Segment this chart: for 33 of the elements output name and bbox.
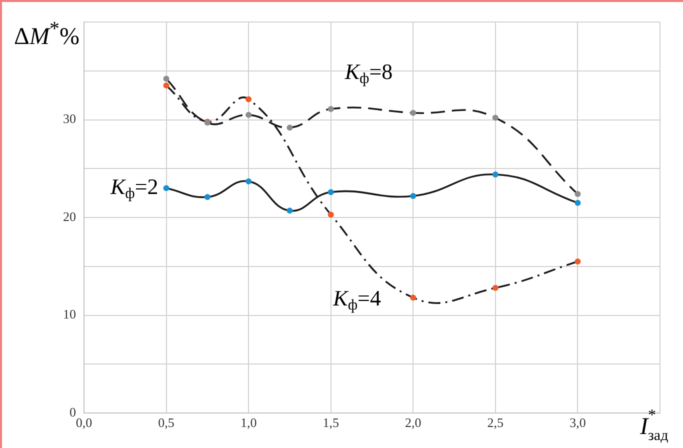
point bbox=[574, 191, 581, 198]
point bbox=[246, 112, 252, 118]
x-tick-label: 2,0 bbox=[405, 415, 422, 430]
point bbox=[328, 106, 334, 112]
point bbox=[328, 189, 334, 196]
point bbox=[574, 258, 581, 264]
point bbox=[286, 208, 293, 214]
point bbox=[492, 114, 498, 121]
point bbox=[410, 294, 416, 301]
point bbox=[163, 82, 170, 89]
point bbox=[410, 110, 416, 116]
point bbox=[163, 185, 170, 192]
point bbox=[286, 124, 293, 131]
y-tick-label: 20 bbox=[63, 208, 76, 224]
point bbox=[410, 192, 416, 199]
y-tick-label: 10 bbox=[63, 306, 76, 322]
x-tick-label: 1,0 bbox=[240, 415, 257, 430]
point bbox=[492, 284, 498, 291]
y-axis-title: ΔM$^{*}$% bbox=[14, 18, 80, 51]
point bbox=[246, 178, 252, 184]
y-tick-label: 0 bbox=[70, 404, 76, 420]
y-tick-label: 30 bbox=[63, 111, 76, 126]
x-tick-label: 1,5 bbox=[322, 415, 339, 430]
x-tick-label: 0,0 bbox=[76, 415, 92, 430]
x-tick-label: 0,5 bbox=[158, 415, 174, 430]
point bbox=[163, 76, 170, 82]
x-tick-label: 2,5 bbox=[487, 415, 504, 430]
point bbox=[328, 212, 334, 218]
point bbox=[246, 96, 252, 102]
point bbox=[492, 171, 498, 178]
point bbox=[574, 200, 581, 206]
x-tick-label: 3,0 bbox=[570, 415, 586, 430]
point bbox=[204, 194, 210, 200]
